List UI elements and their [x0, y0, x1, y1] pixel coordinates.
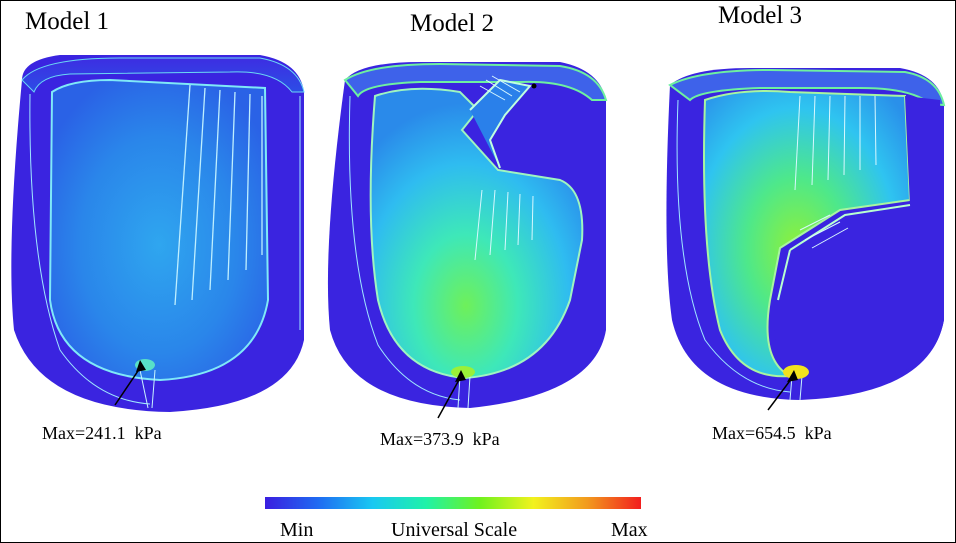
model-3-fibre-lines	[794, 95, 877, 249]
colorbar-min-label: Min	[280, 519, 314, 541]
colorbar-max-label: Max	[611, 519, 648, 541]
model-1-cavity	[48, 78, 270, 382]
model-1-max-label: Max=241.1 kPa	[42, 423, 162, 443]
model-2-max-label: Max=373.9 kPa	[380, 429, 500, 449]
model-1-title: Model 1	[25, 8, 110, 35]
universal-scale-colorbar	[265, 497, 641, 509]
model-2-fibre-lines	[474, 75, 534, 261]
model-1-fibre-lines	[174, 84, 263, 306]
model-3-title: Model 3	[718, 2, 803, 29]
colorbar-title: Universal Scale	[391, 519, 518, 541]
model-1-top-rim	[21, 57, 305, 93]
model-2-title: Model 2	[410, 10, 495, 37]
model-3-max-label: Max=654.5 kPa	[712, 423, 832, 443]
model-2-top-rim	[343, 62, 608, 101]
model-2-cavity	[369, 87, 584, 380]
